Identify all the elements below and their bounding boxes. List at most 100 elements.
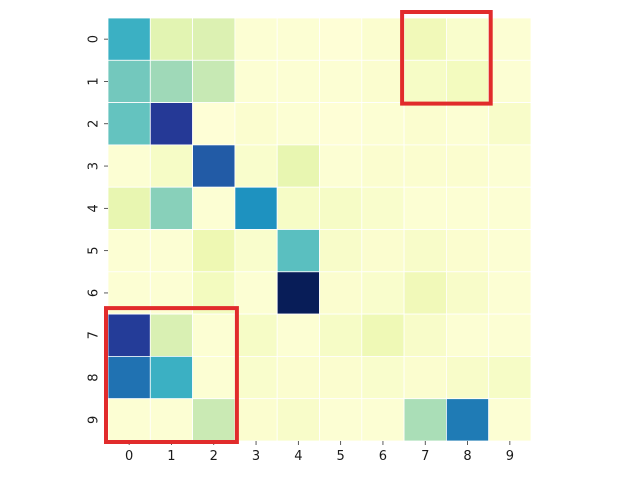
- heatmap-cell-r0-c3: [234, 17, 278, 61]
- heatmap-cell-r7-c2: [192, 313, 236, 357]
- heatmap-cell-r8-c1: [149, 355, 194, 400]
- heatmap-cell-r0-c6: [361, 17, 405, 61]
- heatmap-cell-r1-c9: [488, 59, 532, 103]
- heatmap-cell-r7-c4: [276, 313, 320, 357]
- heatmap-cell-r2-c8: [445, 102, 490, 146]
- x-tick-label-4: 4: [294, 449, 302, 464]
- heatmap-cell-r0-c2: [192, 17, 236, 61]
- heatmap-cell-r7-c8: [445, 313, 490, 357]
- heatmap-cell-r5-c6: [361, 229, 405, 273]
- heatmap-cell-r2-c5: [319, 102, 363, 146]
- heatmap-cell-r2-c2: [192, 102, 236, 146]
- heatmap-cell-r7-c5: [319, 313, 363, 357]
- heatmap-cell-r5-c2: [192, 229, 236, 273]
- x-tick-label-3: 3: [252, 449, 260, 464]
- x-tick-label-9: 9: [506, 449, 514, 464]
- heatmap-cell-r2-c1: [149, 102, 194, 146]
- heatmap-cell-r0-c7: [403, 17, 447, 61]
- x-tick-label-2: 2: [210, 449, 218, 464]
- y-tick-label-2: 2: [87, 120, 102, 128]
- heatmap-cell-r7-c7: [403, 313, 447, 357]
- heatmap-cell-r0-c1: [149, 17, 194, 61]
- heatmap-cell-r7-c0: [107, 313, 151, 357]
- heatmap-cell-r1-c6: [361, 59, 405, 103]
- heatmap-cell-r9-c3: [234, 398, 278, 442]
- y-tick-label-3: 3: [87, 162, 102, 170]
- heatmap-cell-r2-c6: [361, 102, 405, 146]
- heatmap-cell-r0-c0: [107, 17, 151, 61]
- heatmap-cell-r7-c9: [488, 313, 532, 357]
- heatmap-cell-r3-c3: [234, 144, 278, 188]
- heatmap-cell-r6-c8: [445, 271, 490, 315]
- heatmap-cell-r8-c8: [445, 355, 490, 400]
- y-tick-label-8: 8: [87, 373, 102, 381]
- heatmap-cell-r6-c7: [403, 271, 447, 315]
- heatmap-cell-r6-c4: [276, 271, 320, 315]
- heatmap-cell-r6-c9: [488, 271, 532, 315]
- cells-layer: [107, 17, 532, 442]
- heatmap-cell-r5-c0: [107, 229, 151, 273]
- heatmap-cell-r9-c1: [149, 398, 194, 442]
- heatmap-cell-r0-c4: [276, 17, 320, 61]
- heatmap-cell-r3-c7: [403, 144, 447, 188]
- heatmap-cell-r5-c7: [403, 229, 447, 273]
- heatmap-cell-r8-c3: [234, 355, 278, 400]
- heatmap-cell-r5-c8: [445, 229, 490, 273]
- x-tick-label-7: 7: [421, 449, 429, 464]
- heatmap-cell-r9-c8: [445, 398, 490, 442]
- y-tick-label-7: 7: [87, 331, 102, 339]
- heatmap-cell-r5-c4: [276, 229, 320, 273]
- heatmap-cell-r9-c7: [403, 398, 447, 442]
- heatmap-cell-r4-c8: [445, 186, 490, 230]
- heatmap-cell-r4-c7: [403, 186, 447, 230]
- heatmap-cell-r1-c0: [107, 59, 151, 103]
- heatmap-cell-r0-c8: [445, 17, 490, 61]
- heatmap-cell-r9-c9: [488, 398, 532, 442]
- heatmap-cell-r3-c4: [276, 144, 320, 188]
- y-tick-label-1: 1: [87, 77, 102, 85]
- x-tick-label-1: 1: [167, 449, 175, 464]
- x-tick-label-5: 5: [337, 449, 345, 464]
- heatmap-cell-r5-c1: [149, 229, 194, 273]
- heatmap-cell-r0-c9: [488, 17, 532, 61]
- highlight-box-1: [104, 306, 239, 444]
- heatmap-cell-r6-c5: [319, 271, 363, 315]
- highlight-boxes-layer: [104, 10, 493, 444]
- x-tick-label-6: 6: [379, 449, 387, 464]
- x-tick-label-0: 0: [125, 449, 133, 464]
- y-tick-label-9: 9: [87, 416, 102, 424]
- heatmap-cell-r4-c0: [107, 186, 151, 230]
- heatmap-cell-r5-c5: [319, 229, 363, 273]
- heatmap-cell-r5-c9: [488, 229, 532, 273]
- y-tick-label-5: 5: [87, 247, 102, 255]
- heatmap-cell-r1-c1: [149, 59, 194, 103]
- heatmap-cell-r3-c0: [107, 144, 151, 188]
- y-tick-label-4: 4: [87, 204, 102, 212]
- heatmap-cell-r4-c9: [488, 186, 532, 230]
- heatmap-cell-r5-c3: [234, 229, 278, 273]
- heatmap-cell-r1-c5: [319, 59, 363, 103]
- highlight-box-0: [400, 10, 493, 106]
- heatmap-cell-r7-c1: [149, 313, 194, 357]
- heatmap-cell-r3-c6: [361, 144, 405, 188]
- ticks-layer: 0 1 2 3 4 5 6 7 8 9 0 1 2 3 4 5 6 7 8 9: [87, 35, 514, 464]
- heatmap-cell-r4-c1: [149, 186, 194, 230]
- heatmap-cell-r9-c5: [319, 398, 363, 442]
- heatmap-cell-r7-c3: [234, 313, 278, 357]
- heatmap-cell-r7-c6: [361, 313, 405, 357]
- y-tick-label-0: 0: [87, 35, 102, 43]
- heatmap-cell-r1-c7: [403, 59, 447, 103]
- heatmap-cell-r1-c3: [234, 59, 278, 103]
- heatmap-cell-r8-c6: [361, 355, 405, 400]
- heatmap-cell-r8-c5: [319, 355, 363, 400]
- heatmap-cell-r9-c6: [361, 398, 405, 442]
- heatmap-cell-r1-c4: [276, 59, 320, 103]
- heatmap-cell-r9-c4: [276, 398, 320, 442]
- heatmap-cell-r3-c5: [319, 144, 363, 188]
- heatmap-cell-r4-c4: [276, 186, 320, 230]
- heatmap-cell-r9-c2: [192, 398, 236, 442]
- heatmap-cell-r2-c7: [403, 102, 447, 146]
- heatmap-cell-r8-c7: [403, 355, 447, 400]
- heatmap-cell-r6-c6: [361, 271, 405, 315]
